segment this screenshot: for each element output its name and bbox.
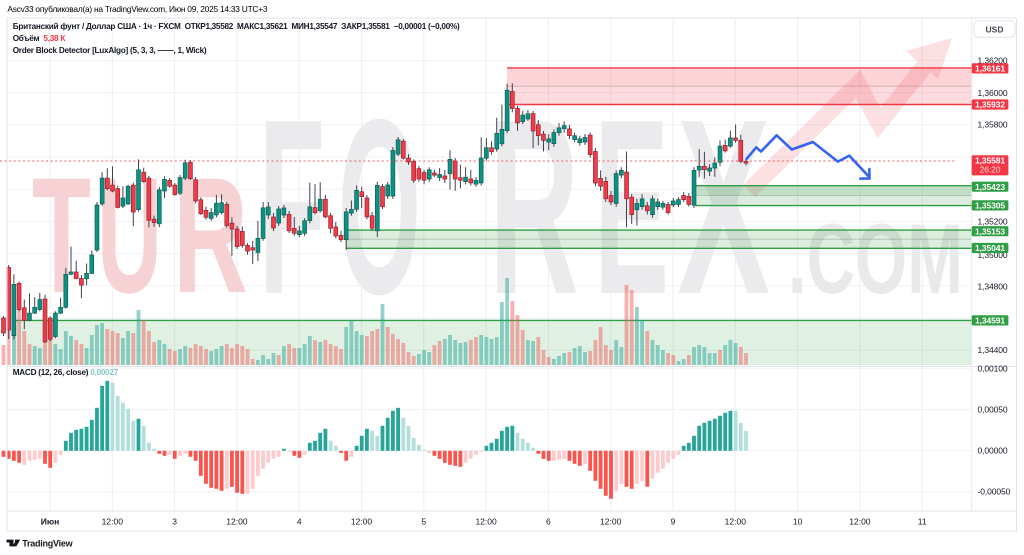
- svg-text:X: X: [677, 68, 770, 347]
- svg-text:1,35305: 1,35305: [975, 201, 1005, 211]
- svg-text:4: 4: [297, 517, 302, 527]
- svg-text:USD: USD: [986, 24, 1004, 34]
- svg-text:Июн: Июн: [41, 517, 60, 527]
- svg-text:12:00: 12:00: [102, 517, 124, 527]
- svg-text:12:00: 12:00: [475, 517, 497, 527]
- svg-text:6: 6: [546, 517, 551, 527]
- svg-text:1,35800: 1,35800: [978, 119, 1008, 129]
- svg-text:0,00000: 0,00000: [978, 446, 1008, 456]
- svg-text:-0,00050: -0,00050: [978, 487, 1011, 497]
- svg-text:0,00100: 0,00100: [978, 363, 1008, 373]
- svg-text:9: 9: [671, 517, 676, 527]
- svg-text:0,00050: 0,00050: [978, 404, 1008, 414]
- svg-text:.COM: .COM: [788, 204, 963, 315]
- svg-text:1,34400: 1,34400: [978, 345, 1008, 355]
- svg-text:3: 3: [172, 517, 177, 527]
- svg-text:1,35200: 1,35200: [978, 216, 1008, 226]
- svg-text:1,34800: 1,34800: [978, 281, 1008, 291]
- svg-text:1,36000: 1,36000: [978, 88, 1008, 98]
- svg-text:1,35000: 1,35000: [978, 250, 1008, 260]
- svg-text:12:00: 12:00: [725, 517, 747, 527]
- svg-text:12:00: 12:00: [351, 517, 373, 527]
- svg-text:5: 5: [421, 517, 426, 527]
- svg-text:1,35581: 1,35581: [975, 155, 1005, 165]
- svg-text:1,36161: 1,36161: [975, 64, 1005, 74]
- svg-text:26:20: 26:20: [980, 165, 1001, 175]
- svg-text:1,35423: 1,35423: [975, 182, 1005, 192]
- svg-text:1,36200: 1,36200: [978, 55, 1008, 65]
- svg-text:1,35932: 1,35932: [975, 100, 1005, 110]
- svg-text:12:00: 12:00: [600, 517, 622, 527]
- svg-text:11: 11: [918, 517, 927, 527]
- svg-text:1,35041: 1,35041: [975, 243, 1005, 253]
- svg-text:12:00: 12:00: [226, 517, 248, 527]
- svg-text:TradingView: TradingView: [22, 538, 73, 548]
- svg-text:1,34591: 1,34591: [975, 316, 1005, 326]
- svg-text:1,35153: 1,35153: [975, 226, 1005, 236]
- svg-text:U: U: [97, 144, 162, 328]
- svg-text:12:00: 12:00: [849, 517, 871, 527]
- svg-text:10: 10: [793, 517, 803, 527]
